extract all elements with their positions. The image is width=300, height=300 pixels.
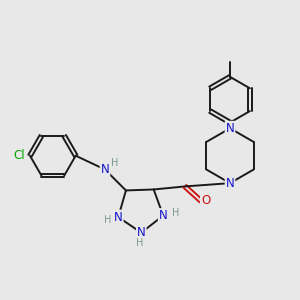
- Text: N: N: [226, 122, 234, 135]
- Text: N: N: [114, 211, 123, 224]
- Text: N: N: [100, 163, 109, 176]
- Text: N: N: [137, 226, 146, 239]
- Text: Cl: Cl: [14, 149, 25, 162]
- Text: N: N: [159, 209, 168, 222]
- Text: O: O: [201, 194, 210, 207]
- Text: H: H: [136, 238, 143, 248]
- Text: H: H: [172, 208, 179, 218]
- Text: N: N: [226, 177, 234, 190]
- Text: H: H: [111, 158, 118, 168]
- Text: H: H: [104, 215, 111, 225]
